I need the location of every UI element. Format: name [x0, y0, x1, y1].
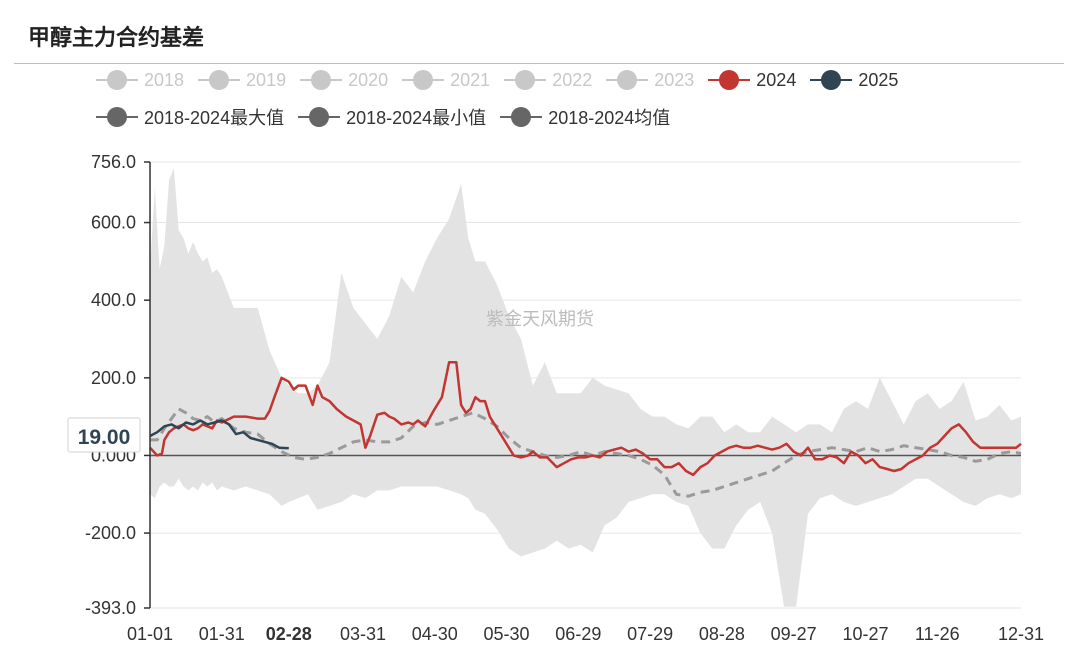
legend-label: 2022 [552, 69, 593, 90]
x-tick-label: 04-30 [412, 624, 458, 644]
legend-item-2018-2024最小值[interactable]: 2018-2024最小值 [298, 104, 486, 130]
legend-row-2: 2018-2024最大值 2018-2024最小值 2018-2024均值 [96, 104, 684, 130]
legend-label: 2024 [756, 69, 797, 90]
legend-label: 2023 [654, 69, 695, 90]
watermark-text: 紫金天风期货 [486, 309, 594, 330]
y-tick-label: 400.0 [91, 290, 136, 310]
legend-label: 2018-2024最大值 [144, 108, 285, 128]
legend-label: 2020 [348, 69, 389, 90]
legend-item-2022[interactable]: 2022 [504, 68, 592, 92]
x-tick-label: 01-01 [127, 624, 173, 644]
x-tick-label: 03-31 [340, 624, 386, 644]
x-tick-label: 05-30 [484, 624, 530, 644]
legend-marker-icon [298, 105, 341, 129]
value-tooltip-text: 19.00 [78, 426, 131, 449]
range-band-area [150, 168, 1021, 607]
legend-item-2021[interactable]: 2021 [402, 68, 490, 92]
value-tooltip-box [67, 417, 141, 453]
legend-label: 2019 [246, 69, 287, 90]
legend-row-1: 2018 2019 2020 2021 2022 2023 2024 2025 [96, 68, 912, 92]
legend-item-2020[interactable]: 2020 [300, 68, 388, 92]
y-tick-label: -393.0 [85, 598, 136, 618]
x-tick-label: 02-28 [266, 624, 312, 644]
legend-marker-icon [708, 68, 751, 92]
legend-marker-icon [96, 68, 138, 92]
legend-label: 2018 [144, 69, 185, 90]
title-divider [14, 63, 1064, 64]
legend-item-2018-2024最大值[interactable]: 2018-2024最大值 [96, 104, 284, 130]
x-tick-label: 12-31 [998, 624, 1044, 644]
legend-label: 2018-2024均值 [548, 108, 671, 128]
series-line-2018-2024均值 [150, 407, 1022, 498]
y-tick-label: 200.0 [91, 368, 136, 388]
x-tick-label: 08-28 [699, 624, 745, 644]
y-tick-label: -200.0 [85, 523, 136, 543]
legend-label: 2021 [450, 69, 491, 90]
legend-item-2025[interactable]: 2025 [810, 68, 898, 92]
legend-item-2019[interactable]: 2019 [198, 68, 286, 92]
legend-marker-icon [606, 68, 649, 92]
x-tick-label: 01-31 [199, 624, 245, 644]
legend-item-2018[interactable]: 2018 [96, 68, 184, 92]
x-tick-label: 06-29 [555, 624, 601, 644]
series-line-2024 [149, 361, 1022, 477]
page-title: 甲醇主力合约基差 [28, 26, 205, 51]
legend-item-2024[interactable]: 2024 [708, 68, 796, 92]
legend-marker-icon [500, 105, 543, 129]
x-tick-label: 10-27 [842, 624, 888, 644]
legend-marker-icon [810, 68, 853, 92]
x-tick-label: 07-29 [627, 624, 673, 644]
legend-marker-icon [504, 68, 547, 92]
legend-item-2018-2024均值[interactable]: 2018-2024均值 [500, 104, 670, 130]
x-tick-label: 09-27 [771, 624, 817, 644]
x-tick-label: 11-26 [915, 624, 960, 644]
legend-marker-icon [300, 68, 343, 92]
legend-label: 2018-2024最小值 [346, 108, 487, 128]
legend-marker-icon [96, 105, 138, 129]
y-tick-label: 756.0 [91, 152, 136, 172]
legend-marker-icon [198, 68, 241, 92]
legend-item-2023[interactable]: 2023 [606, 68, 694, 92]
legend-label: 2025 [858, 69, 899, 90]
series-line-2025 [149, 419, 289, 450]
legend-marker-icon [402, 68, 445, 92]
y-tick-label: 600.0 [91, 213, 136, 233]
